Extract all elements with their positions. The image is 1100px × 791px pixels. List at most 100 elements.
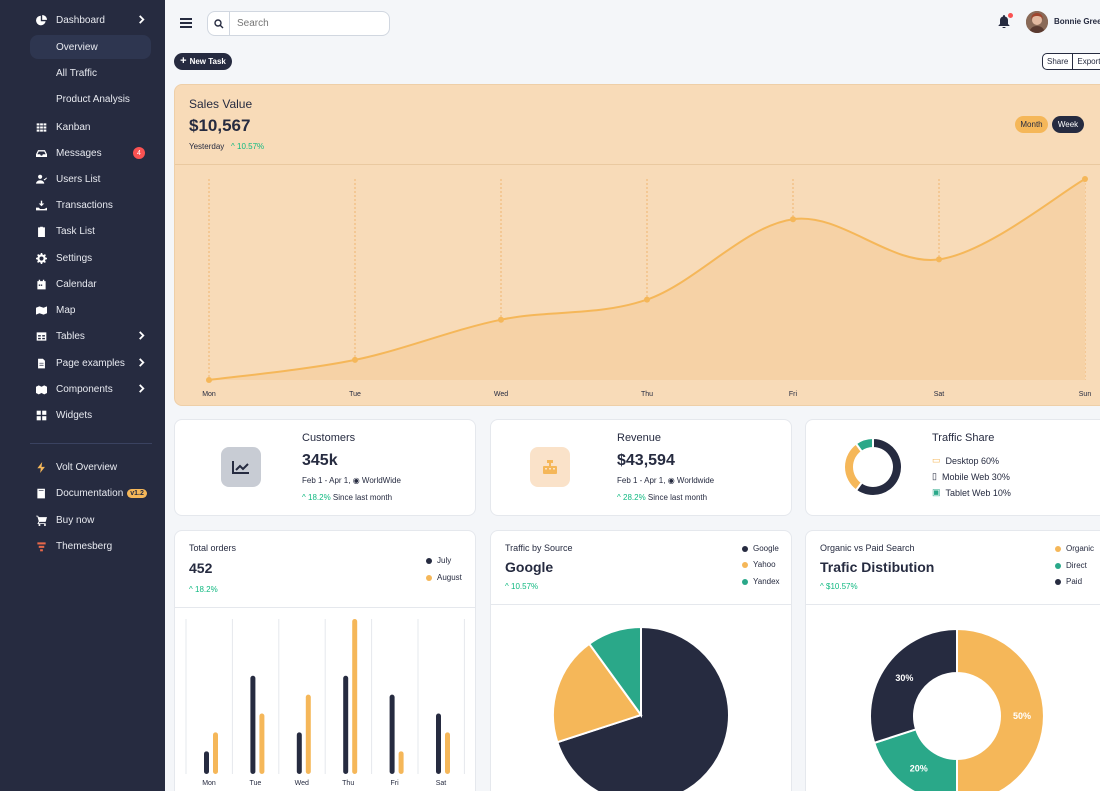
legend-dot — [1055, 578, 1061, 585]
sidebar-item-themesberg[interactable]: Themesberg — [30, 534, 151, 558]
bar-july[interactable] — [296, 732, 302, 774]
bar-august[interactable] — [259, 713, 265, 774]
boxes-icon — [36, 384, 47, 395]
sidebar-item-users-list[interactable]: Users List — [30, 167, 151, 191]
slice-tablet-web[interactable] — [854, 437, 874, 454]
share-button[interactable]: Share — [1047, 57, 1069, 66]
map-icon — [36, 305, 47, 316]
week-toggle-button[interactable]: Week — [1052, 116, 1084, 133]
legend-august: August — [426, 573, 462, 582]
sidebar-item-label: Widgets — [56, 409, 93, 421]
bar-august[interactable] — [352, 619, 358, 774]
version-badge: v1.2 — [127, 488, 147, 498]
sidebar-item-task-list[interactable]: Task List — [30, 219, 151, 243]
sidebar-item-components[interactable]: Components — [30, 377, 151, 401]
sidebar-item-label: Users List — [56, 173, 101, 185]
avatar[interactable] — [1026, 11, 1048, 33]
bar-july[interactable] — [436, 713, 441, 774]
sidebar-item-volt-overview[interactable]: Volt Overview — [30, 455, 151, 479]
slice-direct[interactable] — [872, 728, 958, 791]
sales-point[interactable] — [1082, 176, 1088, 182]
chevron-up-icon: ^ — [189, 585, 193, 594]
bar-august[interactable] — [398, 751, 404, 774]
sales-point[interactable] — [498, 316, 504, 323]
user-name[interactable]: Bonnie Green — [1054, 17, 1100, 26]
sidebar-item-label: Documentation — [56, 487, 124, 499]
legend-yandex: Yandex — [742, 577, 780, 586]
revenue-pct: 28.2% — [623, 493, 646, 502]
sidebar-item-calendar[interactable]: Calendar — [30, 272, 151, 296]
sales-point[interactable] — [936, 256, 942, 263]
sidebar-item-kanban[interactable]: Kanban — [30, 115, 151, 139]
sidebar-item-map[interactable]: Map — [30, 298, 151, 322]
customers-title: Customers — [302, 432, 356, 444]
widgets-icon — [36, 410, 47, 421]
sidebar-item-label: Map — [56, 304, 76, 316]
slice-organic[interactable] — [956, 627, 1045, 791]
customers-since: Since last month — [332, 493, 393, 502]
sales-point[interactable] — [644, 296, 650, 303]
legend-label: Direct — [1066, 561, 1087, 570]
slice-desktop[interactable] — [854, 437, 903, 497]
revenue-range: Feb 1 - Apr 1, ◉ Worldwide — [617, 476, 714, 485]
bar-july[interactable] — [389, 694, 395, 774]
x-tick-label: Mon — [202, 780, 216, 787]
traffic-share-tablet: ▣ Tablet Web 10% — [932, 487, 1011, 498]
sidebar-subitem-overview[interactable]: Overview — [30, 35, 151, 59]
bar-july[interactable] — [343, 675, 349, 774]
sidebar-item-messages[interactable]: Messages 4 — [30, 141, 151, 165]
slice-paid[interactable] — [869, 627, 958, 745]
bar-july[interactable] — [204, 751, 209, 774]
bell-icon[interactable] — [998, 15, 1010, 29]
legend-dot — [426, 574, 432, 581]
bar-august[interactable] — [305, 694, 311, 774]
traffic-source-change: ^ 10.57% — [505, 582, 538, 591]
bar-august[interactable] — [213, 732, 218, 774]
sidebar-item-page-examples[interactable]: Page examples — [30, 351, 151, 375]
bar-august[interactable] — [445, 732, 450, 774]
sales-yesterday-label: Yesterday — [189, 142, 225, 151]
traffic-source-card: Traffic by Source Google ^ 10.57% Google… — [490, 530, 792, 791]
legend-google: Google — [742, 544, 779, 553]
month-toggle-button[interactable]: Month — [1015, 116, 1048, 133]
cash-register-icon — [530, 447, 570, 487]
traffic-share-card: Traffic Share ▭ Desktop 60% ▯ Mobile Web… — [805, 419, 1100, 516]
organic-change: ^ $10.57% — [820, 582, 858, 591]
revenue-value: $43,594 — [617, 452, 675, 469]
tablet-label: Tablet Web 10% — [945, 487, 1011, 498]
sales-point[interactable] — [206, 377, 212, 383]
sidebar-item-buy-now[interactable]: Buy now — [30, 508, 151, 532]
traffic-source-title: Traffic by Source — [505, 543, 573, 553]
chevron-up-icon: ^ — [302, 493, 306, 502]
search-input[interactable] — [230, 18, 380, 29]
export-button[interactable]: Export — [1072, 54, 1100, 69]
sales-point[interactable] — [352, 356, 358, 363]
sidebar-item-widgets[interactable]: Widgets — [30, 403, 151, 427]
slice-google[interactable] — [556, 625, 730, 791]
sidebar-item-transactions[interactable]: Transactions — [30, 193, 151, 217]
sidebar-subitem-all-traffic[interactable]: All Traffic — [56, 67, 97, 79]
orders-title: Total orders — [189, 543, 237, 553]
sidebar-item-documentation[interactable]: Documentation v1.2 — [30, 481, 151, 505]
slice-mobile-web[interactable] — [843, 442, 864, 492]
organic-pct: $10.57% — [826, 582, 858, 591]
card-divider — [175, 607, 475, 608]
slice-yahoo[interactable] — [552, 642, 643, 744]
new-task-button[interactable]: + New Task — [174, 53, 232, 70]
table-icon — [36, 331, 47, 342]
sidebar-item-dashboard[interactable]: Dashboard — [30, 8, 151, 32]
menu-toggle-icon[interactable] — [180, 16, 192, 28]
search-icon — [208, 12, 230, 35]
x-tick-label: Mon — [202, 391, 216, 398]
sidebar-item-settings[interactable]: Settings — [30, 246, 151, 270]
bar-july[interactable] — [250, 675, 256, 774]
slice-data-label: 20% — [910, 764, 928, 774]
legend-label: Yandex — [753, 577, 780, 586]
sales-point[interactable] — [790, 216, 796, 223]
traffic-share-mobile: ▯ Mobile Web 30% — [932, 471, 1010, 482]
hand-coin-icon — [36, 200, 47, 211]
legend-direct: Direct — [1055, 561, 1087, 570]
sidebar-item-tables[interactable]: Tables — [30, 324, 151, 348]
sidebar-subitem-product-analysis[interactable]: Product Analysis — [56, 93, 130, 105]
slice-yandex[interactable] — [587, 625, 642, 719]
